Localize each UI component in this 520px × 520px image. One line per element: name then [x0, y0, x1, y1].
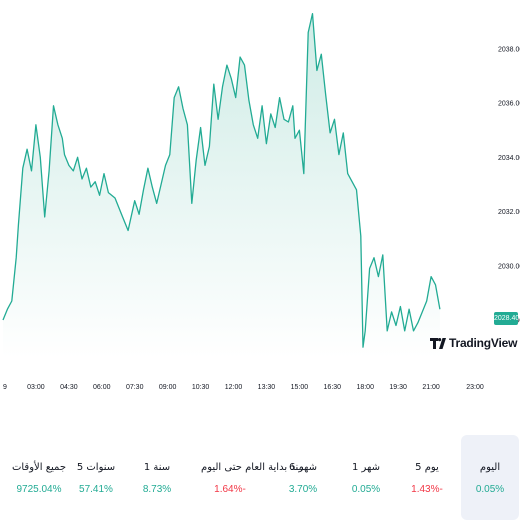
price-area-fill	[3, 13, 440, 358]
x-tick-label: 10:30	[192, 384, 210, 391]
period-change: 8.73%	[142, 484, 172, 495]
period-6-months[interactable]: 6 شهر 3.70%	[274, 435, 332, 520]
period-label: منذ بداية العام حتى اليوم	[201, 462, 304, 473]
price-chart[interactable]: 2028.002030.002032.002034.002036.002038.…	[0, 0, 520, 400]
tradingview-watermark[interactable]: TradingView	[430, 336, 517, 350]
tradingview-logo-icon	[430, 338, 446, 349]
y-tick-label: 2034.00	[498, 155, 520, 162]
period-today[interactable]: اليوم 0.05%	[461, 435, 519, 520]
period-change: 0.05%	[351, 484, 381, 495]
period-1-month[interactable]: 1 شهر 0.05%	[337, 435, 395, 520]
y-tick-label: 2038.00	[498, 46, 520, 53]
y-tick-label: 2030.00	[498, 263, 520, 270]
performance-periods: جميع الأوقات 9725.04% 5 سنوات 57.41% 1 س…	[0, 435, 520, 520]
x-tick-label: 23:00	[466, 384, 484, 391]
y-tick-label: 2032.00	[498, 209, 520, 216]
period-1-year[interactable]: 1 سنة 8.73%	[128, 435, 186, 520]
x-tick-label: 04:30	[60, 384, 78, 391]
x-tick-label: 9	[3, 384, 7, 391]
y-tick-label: 2036.00	[498, 101, 520, 108]
x-tick-label: 16:30	[324, 384, 342, 391]
x-tick-label: 15:00	[291, 384, 309, 391]
period-label: 6 شهر	[288, 462, 318, 473]
x-tick-label: 13:30	[258, 384, 276, 391]
period-label: 1 سنة	[143, 462, 171, 473]
price-line	[2, 12, 441, 348]
period-change: 1.43%-	[411, 484, 443, 495]
period-label: 1 شهر	[351, 462, 381, 473]
period-5-days[interactable]: 5 يوم 1.43%-	[398, 435, 456, 520]
period-ytd[interactable]: منذ بداية العام حتى اليوم 1.64%-	[201, 435, 304, 520]
watermark-text: TradingView	[449, 336, 518, 350]
period-change: 9725.04%	[16, 484, 62, 495]
x-tick-label: 18:00	[356, 384, 374, 391]
period-change: 57.41%	[79, 484, 113, 495]
period-label: 5 يوم	[415, 462, 439, 473]
x-tick-label: 03:00	[27, 384, 45, 391]
period-label: 5 سنوات	[76, 462, 116, 473]
x-tick-label: 19:30	[389, 384, 407, 391]
period-5-years[interactable]: 5 سنوات 57.41%	[67, 435, 125, 520]
x-tick-label: 07:30	[126, 384, 144, 391]
x-tick-label: 09:00	[159, 384, 177, 391]
period-change: 1.64%-	[214, 484, 246, 495]
period-all-time[interactable]: جميع الأوقات 9725.04%	[10, 435, 68, 520]
period-label: جميع الأوقات	[11, 462, 67, 473]
x-tick-label: 21:00	[422, 384, 440, 391]
period-label: اليوم	[479, 462, 501, 473]
x-tick-label: 06:00	[93, 384, 111, 391]
last-price-tag: 2028.40	[494, 312, 519, 325]
period-change: 0.05%	[475, 484, 505, 495]
period-change: 3.70%	[288, 484, 318, 495]
x-tick-label: 12:00	[225, 384, 243, 391]
